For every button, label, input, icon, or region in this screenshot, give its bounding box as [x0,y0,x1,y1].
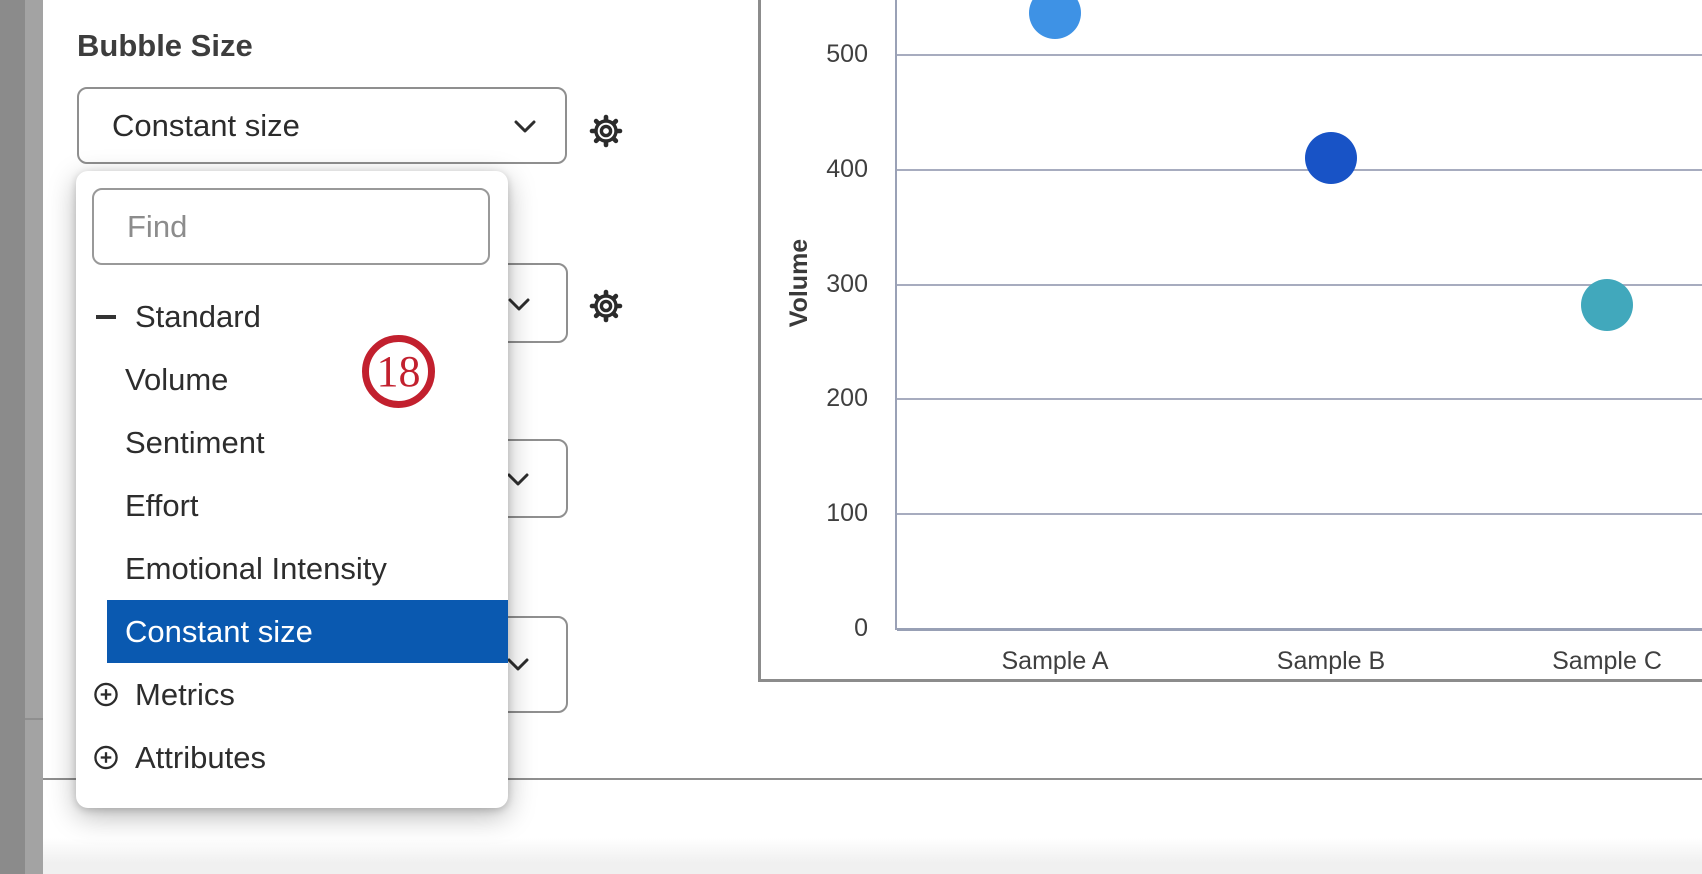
bubble-size-label: Bubble Size [77,28,253,63]
y-axis-line [895,0,897,630]
expand-group-icon[interactable] [93,681,119,708]
chart-widget-bottom-border [758,679,1702,682]
gridline-500 [897,54,1702,56]
left-sidebar-inner [25,0,43,874]
collapse-group-icon[interactable] [93,314,119,319]
left-sidebar [0,0,25,874]
annotation-badge: 18 [362,335,435,408]
gridline-100 [897,513,1702,516]
chevron-down-icon [507,473,529,486]
option-label: Emotional Intensity [125,550,387,586]
option-label: Metrics [135,676,235,712]
option-volume[interactable]: Volume [76,348,508,411]
option-list: Standard Volume Sentiment Effort Emotional I… [76,285,508,789]
x-label-sample-b: Sample B [1276,647,1386,675]
option-label: Sentiment [125,424,265,460]
x-label-sample-c: Sample C [1552,647,1662,675]
horizontal-divider [43,778,1702,780]
y-tick-400: 400 [826,154,868,183]
option-constant-size[interactable]: Constant size [107,600,508,663]
bubble-sample-a[interactable] [1029,0,1081,39]
bubble-size-select[interactable]: Constant size [77,87,567,164]
annotation-badge-number: 18 [376,347,421,396]
gridline-300 [897,283,1702,286]
option-effort[interactable]: Effort [76,474,508,537]
sidebar-divider [25,718,43,720]
option-label: Attributes [135,739,266,775]
option-label: Standard [135,298,261,334]
x-axis-baseline [897,628,1702,631]
option-metrics[interactable]: Metrics [76,663,508,726]
option-emotional-intensity[interactable]: Emotional Intensity [76,537,508,600]
gridline-200 [897,398,1702,401]
bubble-sample-b[interactable] [1305,132,1357,185]
option-standard[interactable]: Standard [76,285,508,348]
chevron-down-icon [514,120,536,133]
gridline-400 [897,168,1702,171]
option-label: Constant size [125,613,313,649]
y-tick-200: 200 [826,384,868,413]
bubble-sample-c[interactable] [1581,279,1633,332]
bubble-size-select-value: Constant size [112,107,300,143]
settings-gear-icon[interactable] [587,112,625,150]
option-label: Effort [125,487,199,523]
chart-widget-left-border [758,0,761,682]
option-attributes[interactable]: Attributes [76,726,508,789]
expand-group-icon[interactable] [93,744,119,771]
bottom-background-band [0,838,1702,874]
y-tick-100: 100 [826,499,868,528]
chevron-down-icon [507,658,529,671]
x-label-sample-a: Sample A [1001,647,1109,675]
chevron-down-icon [508,298,530,311]
find-input[interactable] [92,188,490,265]
option-sentiment[interactable]: Sentiment [76,411,508,474]
settings-gear-icon[interactable] [587,287,625,325]
option-label: Volume [125,361,229,397]
y-tick-300: 300 [826,269,868,298]
y-tick-500: 500 [826,40,868,68]
y-tick-0: 0 [854,614,868,642]
bubble-size-dropdown: Standard Volume Sentiment Effort Emotional I… [76,171,508,808]
